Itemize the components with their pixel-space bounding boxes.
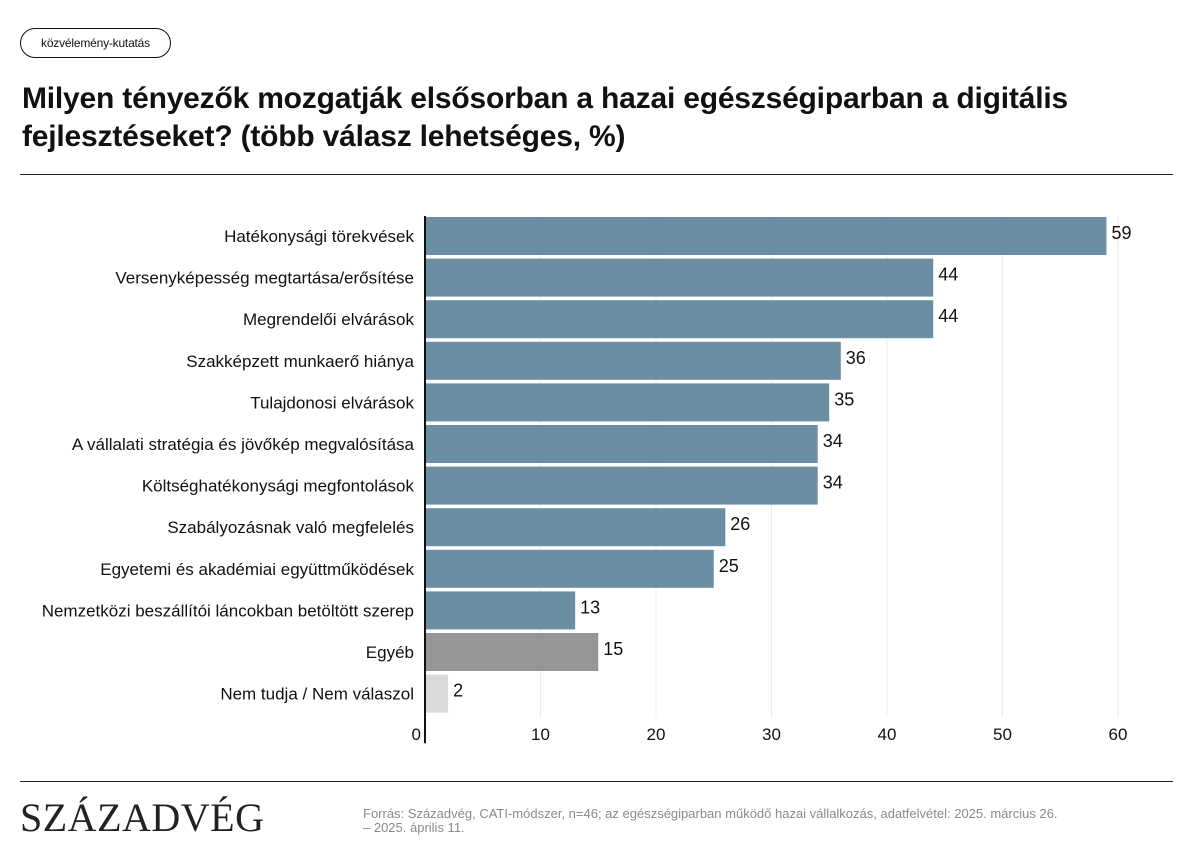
value-label: 59 — [1111, 223, 1131, 243]
category-label: Nemzetközi beszállítói láncokban betöltö… — [42, 601, 414, 620]
bar-chart: Hatékonysági törekvések 59 Versenyképesség… — [42, 216, 1131, 744]
bar — [425, 466, 818, 505]
value-label: 34 — [823, 473, 843, 493]
category-label: Versenyképesség megtartása/erősítése — [115, 269, 414, 288]
value-label: 34 — [823, 431, 843, 451]
bar — [425, 300, 934, 339]
bar — [425, 591, 576, 630]
x-tick-label: 20 — [647, 725, 666, 744]
x-tick-label: 40 — [878, 725, 897, 744]
category-label: Nem tudja / Nem válaszol — [220, 685, 414, 704]
top-divider — [20, 174, 1173, 175]
x-tick-label: 30 — [762, 725, 781, 744]
source-note: Forrás: Századvég, CATI-módszer, n=46; a… — [363, 806, 1058, 835]
bar — [425, 217, 1107, 255]
chart-title: Milyen tényezők mozgatják elsősorban a h… — [22, 82, 1068, 153]
bar — [425, 633, 599, 671]
value-label: 15 — [603, 639, 623, 659]
category-label: Költséghatékonysági megfontolások — [142, 477, 415, 496]
category-label: Egyéb — [366, 643, 414, 662]
value-label: 25 — [719, 556, 739, 576]
category-label: Tulajdonosi elvárások — [250, 393, 414, 412]
value-label: 44 — [938, 306, 958, 326]
bar — [425, 383, 830, 422]
x-tick-label: 60 — [1109, 725, 1128, 744]
category-tag: közvélemény-kutatás — [20, 28, 171, 58]
bar — [425, 674, 449, 713]
szazadveg-logo: SZÁZADVÉG — [20, 795, 265, 840]
bar — [425, 258, 934, 297]
category-label: Szakképzett munkaerő hiánya — [186, 352, 414, 371]
x-tick-label: 0 — [412, 725, 421, 744]
bar — [425, 508, 726, 547]
value-label: 35 — [834, 389, 854, 409]
x-tick-label: 10 — [531, 725, 550, 744]
bottom-divider — [20, 781, 1173, 782]
value-label: 2 — [453, 681, 463, 701]
bar — [425, 425, 818, 463]
category-label: A vállalati stratégia és jövőkép megvaló… — [72, 435, 415, 454]
category-label: Hatékonysági törekvések — [224, 227, 414, 246]
bar — [425, 341, 841, 380]
category-label: Megrendelői elvárások — [243, 310, 415, 329]
category-label: Egyetemi és akadémiai együttműködések — [100, 560, 414, 579]
x-tick-label: 50 — [993, 725, 1012, 744]
value-label: 36 — [846, 348, 866, 368]
bar — [425, 549, 714, 588]
value-label: 26 — [730, 514, 750, 534]
value-label: 13 — [580, 597, 600, 617]
category-label: Szabályozásnak való megfelelés — [167, 518, 414, 537]
value-label: 44 — [938, 265, 958, 285]
